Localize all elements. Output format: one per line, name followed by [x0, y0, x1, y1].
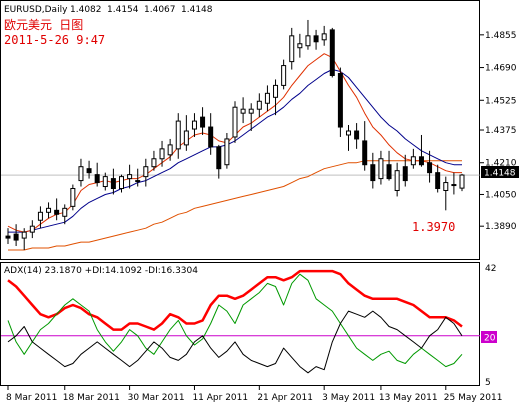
x-tick-label: 11 Apr 2011	[192, 393, 248, 403]
current-price-box	[481, 166, 519, 178]
adx-level-label: 20	[484, 334, 496, 344]
candle-body	[143, 166, 149, 178]
candle-body	[378, 158, 384, 180]
candle-body	[175, 120, 181, 150]
candle-body	[127, 174, 133, 180]
candle-body	[5, 235, 11, 239]
candle-body	[354, 130, 360, 140]
price-chart-title: EURUSD,Daily	[4, 5, 68, 15]
candle-body	[394, 170, 400, 191]
candle-body	[86, 168, 92, 174]
ohlc-low: 1.4067	[144, 5, 176, 15]
annotation-low-price: 1.3970	[412, 220, 455, 234]
candle-body	[216, 146, 222, 170]
x-tick-label: 13 May 2011	[379, 393, 438, 403]
price-tick-label: 1.4855	[485, 31, 517, 41]
candle-body	[62, 207, 68, 217]
candle-body	[70, 188, 76, 207]
candle-body	[321, 33, 327, 41]
adx-tick-label: 5	[485, 378, 491, 388]
candle-body	[110, 178, 116, 190]
candle-body	[208, 126, 214, 148]
x-tick-label: 3 May 2011	[322, 393, 375, 403]
candle-body	[459, 174, 465, 189]
candle-body	[159, 148, 165, 160]
candle-body	[224, 138, 230, 166]
candle-body	[54, 209, 60, 215]
candle-body	[451, 184, 457, 187]
price-panel	[0, 0, 480, 260]
candle-body	[313, 35, 319, 43]
candle-body	[151, 158, 157, 168]
candle-body	[337, 73, 343, 128]
ohlc-high: 1.4154	[107, 5, 139, 15]
minus-di-line	[7, 310, 463, 374]
candle-body	[264, 92, 270, 104]
candle-body	[418, 156, 424, 166]
candle-body	[13, 233, 19, 241]
price-tick-label: 1.4525	[485, 96, 517, 106]
adx-level-box	[481, 331, 497, 343]
price-tick-label: 1.4210	[485, 159, 517, 169]
candle-body	[443, 182, 449, 191]
annotation-datetime: 2011-5-26 9:47	[4, 33, 105, 47]
candle-body	[240, 108, 246, 114]
candle-body	[183, 130, 189, 146]
ohlc-open: 1.4082	[70, 5, 102, 15]
candle-body	[29, 225, 35, 233]
candle-body	[37, 211, 43, 221]
candle-body	[191, 120, 197, 130]
candle-body	[386, 164, 392, 180]
candle-body	[281, 65, 287, 86]
candle-body	[119, 176, 124, 190]
price-tick-label: 1.4690	[485, 64, 517, 74]
x-tick-label: 18 Mar 2011	[63, 393, 120, 403]
candle-body	[435, 172, 441, 190]
ohlc-close: 1.4148	[181, 5, 213, 15]
x-tick-label: 8 Mar 2011	[6, 393, 57, 403]
adx-title: ADX(14) 23.1870 +DI:14.1092 -DI:16.3304	[4, 266, 198, 276]
x-tick-label: 21 Apr 2011	[257, 393, 313, 403]
adx-tick-label: 42	[485, 264, 496, 274]
candle-body	[167, 144, 173, 156]
candle-body	[135, 180, 141, 183]
candle-body	[297, 43, 303, 49]
x-tick-label: 30 Mar 2011	[128, 393, 185, 403]
candle-body	[305, 35, 311, 47]
plus-di-line	[7, 273, 463, 368]
candle-body	[21, 231, 27, 239]
candle-body	[329, 29, 335, 76]
candle-body	[410, 156, 416, 166]
annotation-symbol-cn: 欧元美元 日图	[4, 18, 83, 32]
candle-body	[402, 166, 408, 182]
price-tick-label: 1.3890	[485, 222, 517, 232]
candle-body	[370, 164, 376, 182]
candle-body	[427, 162, 433, 174]
candle-body	[362, 140, 368, 166]
candle-body	[273, 84, 279, 98]
adx-line	[7, 269, 463, 331]
candle-body	[346, 130, 351, 136]
candle-body	[248, 108, 254, 114]
candle-body	[78, 166, 84, 182]
price-tick-label: 1.4050	[485, 190, 517, 200]
price-tick-label: 1.4375	[485, 126, 517, 136]
candle-body	[289, 35, 295, 63]
adx-panel	[0, 262, 480, 386]
ma-slow-line	[8, 160, 462, 251]
candle-body	[200, 116, 206, 128]
candle-body	[94, 174, 100, 184]
candle-body	[102, 176, 108, 188]
current-price-label: 1.4148	[484, 169, 516, 179]
x-tick-label: 25 May 2011	[444, 393, 503, 403]
candle-body	[232, 106, 238, 138]
candle-body	[256, 100, 262, 110]
candle-body	[46, 207, 52, 213]
